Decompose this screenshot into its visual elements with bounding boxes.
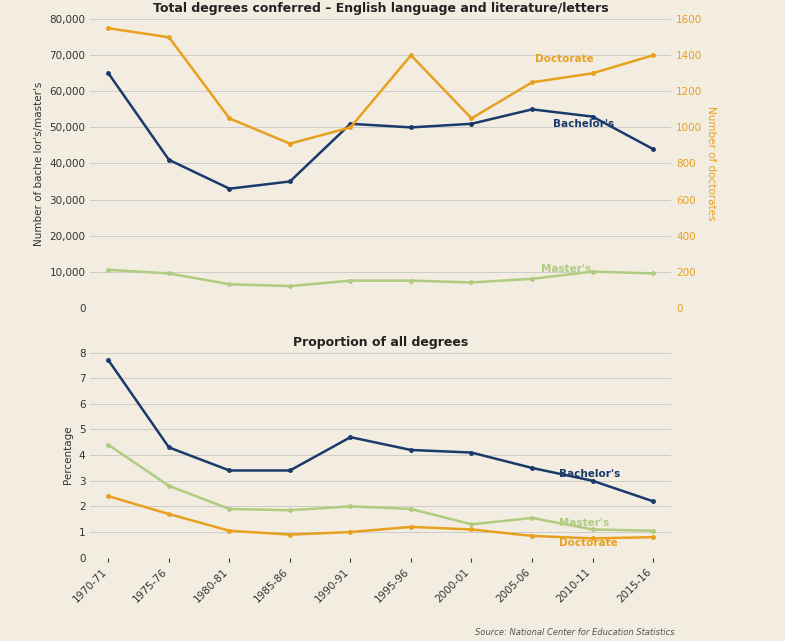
Text: Doctorate: Doctorate [535,54,593,65]
Text: Doctorate: Doctorate [559,538,618,548]
Text: Source: National Center for Education Statistics: Source: National Center for Education St… [476,628,675,637]
Text: Bachelor's: Bachelor's [553,119,615,129]
Text: Master's: Master's [541,263,591,274]
Y-axis label: Percentage: Percentage [64,426,73,485]
Y-axis label: Number of doctorates: Number of doctorates [706,106,716,221]
Title: Proportion of all degrees: Proportion of all degrees [293,336,469,349]
Title: Total degrees conferred – English language and literature/letters: Total degrees conferred – English langua… [153,3,608,15]
Text: Bachelor's: Bachelor's [559,469,620,479]
Y-axis label: Number of bache lor's/master's: Number of bache lor's/master's [34,81,44,246]
Text: Master's: Master's [559,518,609,528]
